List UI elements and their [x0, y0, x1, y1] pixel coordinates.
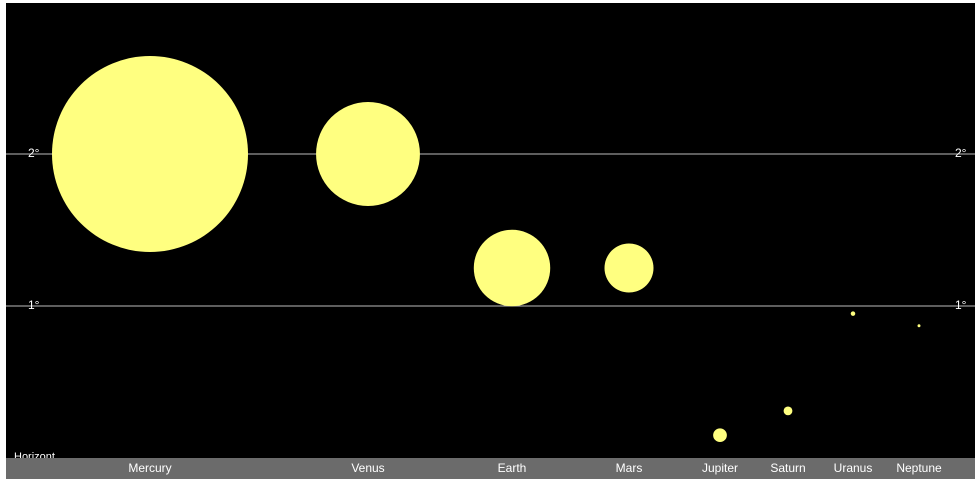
label-earth: Earth [497, 461, 527, 475]
ground-bar: Mercury Venus Earth Mars Jupiter Saturn … [6, 458, 975, 479]
planet-disc-jupiter [713, 428, 727, 443]
planet-disc-venus [316, 102, 420, 206]
planet-disc-neptune [917, 324, 921, 328]
label-uranus: Uranus [833, 461, 873, 475]
gridline-label-right-2: 2° [955, 146, 967, 160]
planet-disc-mars [604, 243, 654, 293]
planet-disc-uranus [850, 311, 856, 316]
planet-disc-saturn [783, 406, 793, 416]
label-saturn: Saturn [770, 461, 806, 475]
label-neptune: Neptune [896, 461, 942, 475]
label-mars: Mars [615, 461, 643, 475]
planet-disc-earth [473, 229, 551, 307]
gridline-label-left-2: 2° [28, 146, 40, 160]
label-venus: Venus [351, 461, 385, 475]
gridline-label-left-1: 1° [28, 298, 40, 312]
sky-diagram [6, 56, 975, 443]
sky-panel: 2° 2° 1° 1° Horizont Mercury Venus Earth… [6, 3, 975, 479]
planet-disc-mercury [52, 56, 248, 252]
label-jupiter: Jupiter [701, 461, 739, 475]
label-mercury: Mercury [128, 461, 172, 475]
gridline-label-right-1: 1° [955, 298, 967, 312]
